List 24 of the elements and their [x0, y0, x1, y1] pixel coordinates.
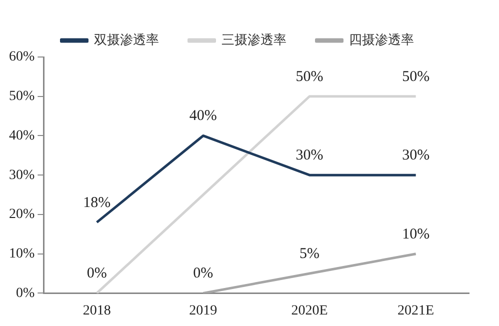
data-label: 0%: [193, 266, 214, 282]
y-tick-label: 40%: [8, 128, 35, 144]
data-label: 10%: [402, 226, 430, 242]
x-tick-label: 2021E: [398, 303, 434, 318]
data-label: 18%: [83, 194, 111, 211]
legend-label: 双摄渗透率: [94, 32, 159, 47]
y-tick-label: 20%: [8, 207, 35, 222]
data-label: 0%: [86, 266, 107, 282]
x-tick-label: 2018: [82, 303, 111, 318]
data-label: 50%: [402, 68, 430, 85]
y-tick-label: 50%: [8, 89, 35, 104]
data-label: 30%: [402, 148, 430, 164]
data-label: 5%: [300, 246, 320, 262]
data-label: 30%: [296, 148, 324, 164]
y-tick-label: 30%: [8, 168, 35, 183]
y-tick-label: 0%: [16, 286, 35, 301]
data-label: 40%: [189, 108, 217, 124]
x-tick-label: 2020E: [291, 303, 328, 318]
y-tick-label: 10%: [8, 246, 35, 262]
x-tick-label: 2019: [189, 303, 218, 318]
legend-label: 三摄渗透率: [221, 32, 286, 47]
y-tick-label: 60%: [8, 50, 35, 65]
data-label: 50%: [296, 68, 324, 85]
legend-label: 四摄渗透率: [348, 32, 414, 47]
